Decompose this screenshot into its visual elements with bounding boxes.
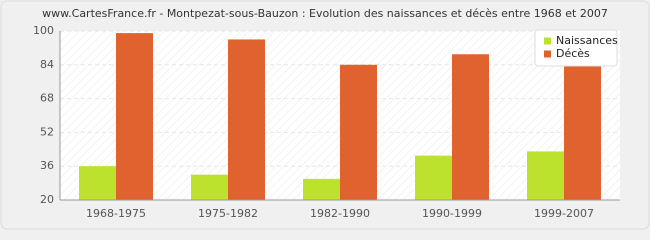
y-tick-label: 84 xyxy=(40,58,54,71)
page: www.CartesFrance.fr - Montpezat-sous-Bau… xyxy=(0,0,650,230)
legend-swatch xyxy=(544,50,551,58)
x-tick-label: 1975-1982 xyxy=(198,207,258,220)
y-tick-label: 36 xyxy=(40,159,54,172)
bar xyxy=(191,174,228,200)
x-tick-label: 1999-2007 xyxy=(534,207,594,220)
bar xyxy=(340,64,377,200)
bar xyxy=(303,178,340,200)
bar xyxy=(415,155,452,200)
bar xyxy=(79,166,116,200)
bar xyxy=(228,39,265,201)
y-tick-label: 100 xyxy=(33,24,54,37)
bar xyxy=(116,33,153,200)
bar xyxy=(527,151,564,200)
y-tick-label: 20 xyxy=(40,193,54,206)
chart: www.CartesFrance.fr - Montpezat-sous-Bau… xyxy=(0,0,650,230)
x-tick-label: 1982-1990 xyxy=(310,207,370,220)
x-tick-label: 1968-1975 xyxy=(86,207,146,220)
bar xyxy=(452,54,489,200)
legend-swatch xyxy=(544,37,551,45)
x-tick-label: 1990-1999 xyxy=(422,207,482,220)
legend-box xyxy=(534,29,618,67)
bar xyxy=(564,62,601,200)
chart-title: www.CartesFrance.fr - Montpezat-sous-Bau… xyxy=(42,7,608,20)
y-tick-label: 68 xyxy=(40,92,54,105)
y-tick-label: 52 xyxy=(40,125,54,138)
legend-label: Naissances xyxy=(556,34,618,47)
legend-label: Décès xyxy=(556,47,590,60)
